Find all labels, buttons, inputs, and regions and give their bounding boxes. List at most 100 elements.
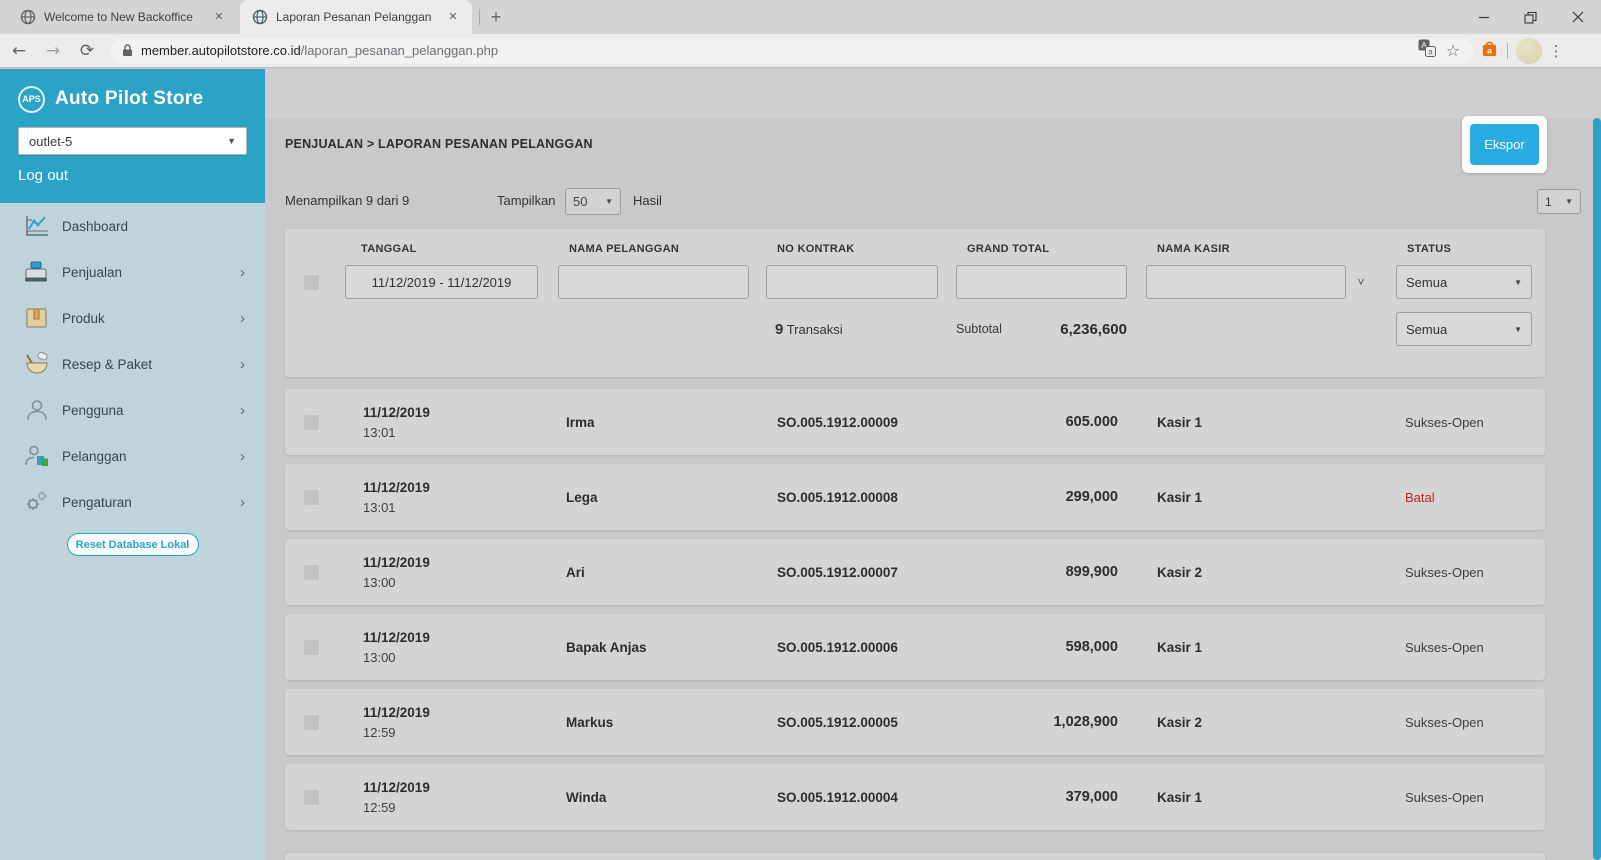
- sidebar-item-label: Pengguna: [62, 403, 124, 418]
- export-card: Ekspor: [1462, 116, 1547, 173]
- chevron-right-icon: ›: [240, 402, 245, 419]
- cell-grand-total: 1,028,900: [956, 714, 1146, 730]
- cell-nama-kasir: Kasir 2: [1146, 565, 1396, 580]
- bookmark-star-icon[interactable]: ☆: [1440, 41, 1466, 60]
- tab-separator: [479, 9, 480, 25]
- nama-kasir-filter-input[interactable]: [1146, 265, 1346, 299]
- back-icon[interactable]: ←: [4, 37, 34, 65]
- status-filter-select[interactable]: Semua ▼: [1396, 265, 1532, 299]
- restore-button[interactable]: [1507, 0, 1554, 34]
- sidebar-item-label: Produk: [62, 311, 105, 326]
- grand-total-filter-input[interactable]: [956, 265, 1127, 299]
- status-badge: Batal: [1396, 490, 1545, 505]
- forward-icon[interactable]: →: [38, 37, 68, 65]
- product-box-icon: [24, 306, 50, 330]
- sidebar-item-penjualan[interactable]: Penjualan ›: [0, 249, 265, 295]
- table-row[interactable]: 11/12/201913:00 Ari SO.005.1912.00007 89…: [285, 539, 1545, 605]
- select-all-checkbox[interactable]: [304, 275, 319, 290]
- cell-no-kontrak: SO.005.1912.00006: [766, 640, 956, 655]
- browser-toolbar: ← → ⟳ member.autopilotstore.co.id/lapora…: [0, 34, 1601, 68]
- vertical-scrollbar[interactable]: [1593, 118, 1601, 860]
- sidebar-item-pengguna[interactable]: Pengguna ›: [0, 387, 265, 433]
- sidebar-item-label: Resep & Paket: [62, 357, 152, 372]
- showing-count-text: Menampilkan 9 dari 9: [285, 193, 409, 208]
- browser-menu-icon[interactable]: ⋮: [1542, 42, 1570, 60]
- top-strip: [265, 69, 1601, 118]
- sidebar-item-resep-paket[interactable]: Resep & Paket ›: [0, 341, 265, 387]
- address-bar[interactable]: member.autopilotstore.co.id/laporan_pesa…: [110, 38, 1474, 64]
- reset-database-button[interactable]: Reset Database Lokal: [67, 533, 199, 556]
- profile-avatar[interactable]: [1516, 38, 1542, 64]
- brand-title: Auto Pilot Store: [55, 88, 203, 110]
- chevron-down-icon: ▼: [1565, 197, 1573, 206]
- row-checkbox[interactable]: [304, 565, 319, 580]
- row-checkbox[interactable]: [304, 715, 319, 730]
- close-button[interactable]: [1554, 0, 1601, 34]
- status-filter-select-2[interactable]: Semua ▼: [1396, 312, 1532, 346]
- cell-nama-kasir: Kasir 1: [1146, 415, 1396, 430]
- user-icon: [24, 398, 50, 422]
- sidebar-item-pengaturan[interactable]: Pengaturan ›: [0, 479, 265, 525]
- outlet-select[interactable]: outlet-5 ▼: [18, 127, 247, 155]
- cell-no-kontrak: SO.005.1912.00008: [766, 490, 956, 505]
- cell-grand-total: 598,000: [956, 639, 1146, 655]
- sidebar-menu: Dashboard Penjualan › Produk › Resep & P…: [0, 203, 265, 556]
- tab-title: Welcome to New Backoffice: [44, 10, 202, 24]
- cell-tanggal: 11/12/201913:00: [345, 630, 558, 665]
- table-row[interactable]: 11/12/201913:00 Bapak Anjas SO.005.1912.…: [285, 614, 1545, 680]
- row-checkbox[interactable]: [304, 490, 319, 505]
- tab-close-icon[interactable]: ✕: [444, 8, 462, 26]
- main-content: PENJUALAN > LAPORAN PESANAN PELANGGAN Ek…: [265, 69, 1601, 860]
- browser-window: Welcome to New Backoffice ✕ Laporan Pesa…: [0, 0, 1601, 860]
- chevron-down-icon: ▼: [227, 136, 236, 146]
- new-tab-button[interactable]: +: [484, 6, 508, 30]
- chevron-right-icon: ›: [240, 356, 245, 373]
- row-checkbox[interactable]: [304, 415, 319, 430]
- transaksi-count: 9 Transaksi: [766, 321, 956, 338]
- logout-link[interactable]: Log out: [18, 167, 247, 184]
- reload-icon[interactable]: ⟳: [72, 37, 102, 65]
- row-checkbox[interactable]: [304, 790, 319, 805]
- table-row[interactable]: 11/12/201913:01 Irma SO.005.1912.00009 6…: [285, 389, 1545, 455]
- cell-no-kontrak: SO.005.1912.00007: [766, 565, 956, 580]
- cash-register-icon: [24, 260, 50, 284]
- tab-welcome-backoffice[interactable]: Welcome to New Backoffice ✕: [8, 0, 238, 34]
- page-number-select[interactable]: 1 ▼: [1537, 189, 1581, 214]
- column-header-status: STATUS: [1396, 243, 1545, 255]
- cell-nama-pelanggan: Winda: [558, 790, 766, 805]
- status-badge: Sukses-Open: [1396, 715, 1545, 730]
- table-header-card: TANGGAL NAMA PELANGGAN NO KONTRAK GRAND …: [285, 229, 1545, 377]
- kasir-dropdown-chevron-icon[interactable]: ˅: [1346, 265, 1376, 299]
- cell-grand-total: 605.000: [956, 414, 1146, 430]
- tanggal-filter-input[interactable]: [345, 265, 538, 299]
- sidebar-item-dashboard[interactable]: Dashboard: [0, 203, 265, 249]
- table-row[interactable]: 11/12/201913:01 Lega SO.005.1912.00008 2…: [285, 464, 1545, 530]
- sidebar-item-label: Penjualan: [62, 265, 122, 280]
- column-header-nama-kasir: NAMA KASIR: [1146, 243, 1396, 255]
- nama-pelanggan-filter-input[interactable]: [558, 265, 749, 299]
- extensions-area: a ⋮: [1480, 38, 1570, 64]
- cell-nama-pelanggan: Ari: [558, 565, 766, 580]
- page-size-select[interactable]: 50 ▼: [565, 188, 621, 215]
- translate-icon[interactable]: Aa: [1414, 39, 1440, 62]
- sidebar-header: APS Auto Pilot Store outlet-5 ▼ Log out: [0, 69, 265, 203]
- shopping-extension-icon[interactable]: a: [1480, 39, 1499, 63]
- tab-laporan-pesanan[interactable]: Laporan Pesanan Pelanggan ✕: [240, 0, 472, 34]
- cell-grand-total: 379,000: [956, 789, 1146, 805]
- table-row[interactable]: 11/12/201912:59 Winda SO.005.1912.00004 …: [285, 764, 1545, 830]
- tab-close-icon[interactable]: ✕: [210, 8, 228, 26]
- table-row[interactable]: 11/12/201912:59 Markus SO.005.1912.00005…: [285, 689, 1545, 755]
- minimize-button[interactable]: [1460, 0, 1507, 34]
- aps-logo: APS: [18, 86, 45, 113]
- cell-tanggal: 11/12/201913:01: [345, 405, 558, 440]
- chevron-down-icon: ▼: [1514, 278, 1522, 287]
- sidebar-item-pelanggan[interactable]: Pelanggan ›: [0, 433, 265, 479]
- dashboard-chart-icon: [24, 214, 50, 238]
- cell-grand-total: 299,000: [956, 489, 1146, 505]
- row-checkbox[interactable]: [304, 640, 319, 655]
- sidebar-item-produk[interactable]: Produk ›: [0, 295, 265, 341]
- no-kontrak-filter-input[interactable]: [766, 265, 938, 299]
- chevron-down-icon: ▼: [1514, 325, 1522, 334]
- table-controls: Menampilkan 9 dari 9 Tampilkan 50 ▼ Hasi…: [285, 188, 1581, 215]
- export-button[interactable]: Ekspor: [1470, 124, 1539, 165]
